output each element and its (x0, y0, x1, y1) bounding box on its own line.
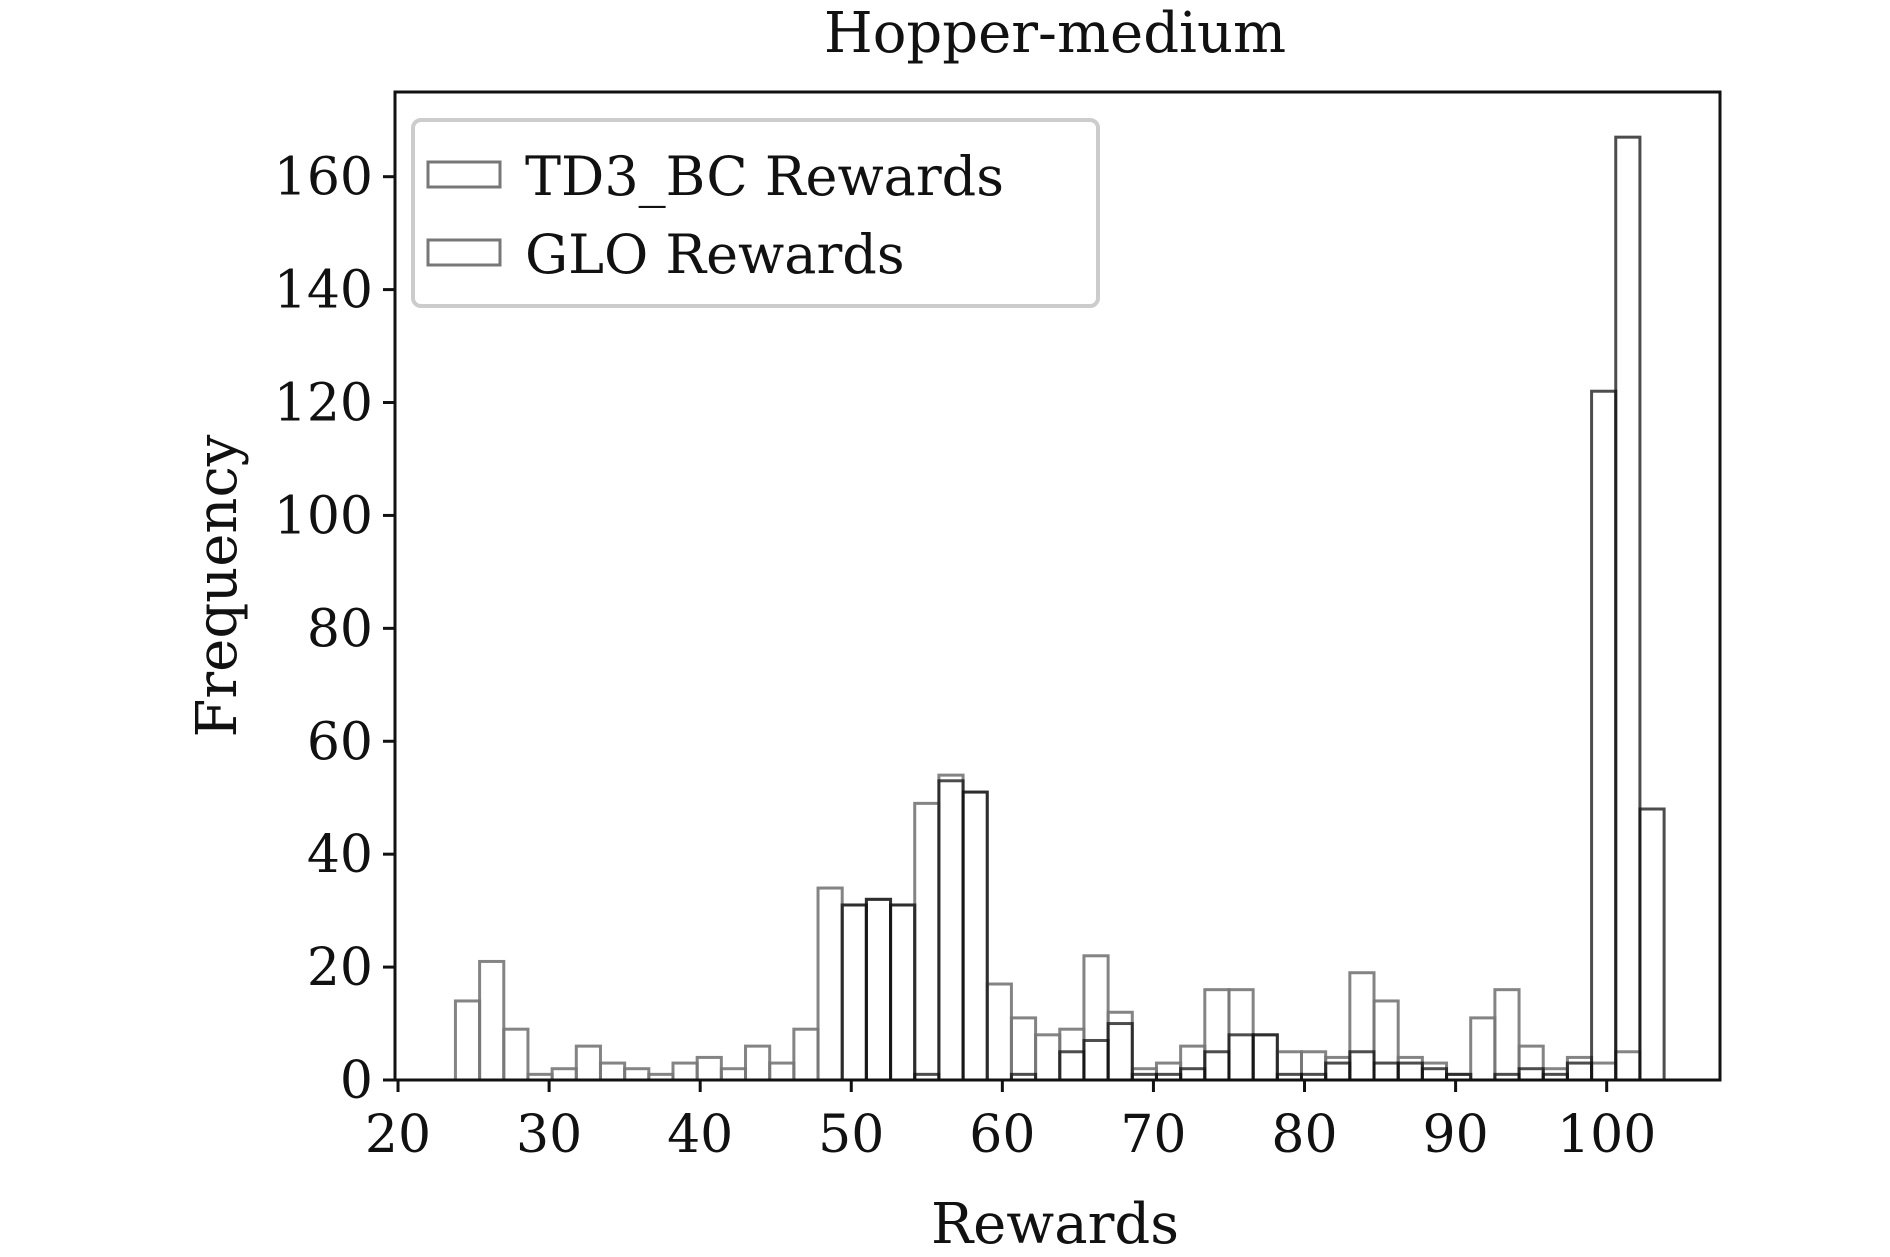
y-axis-label: Frequency (185, 434, 250, 737)
y-tick-label: 160 (274, 148, 373, 208)
y-tick-label: 80 (307, 599, 373, 659)
legend-swatch-glo (426, 238, 502, 267)
legend: TD3_BC Rewards GLO Rewards (411, 118, 1100, 308)
y-tick-label: 40 (307, 825, 373, 885)
y-axis-ticks: 0 20 40 60 80 100 120 140 160 (274, 148, 395, 1111)
y-tick-label: 100 (274, 486, 373, 546)
x-tick-label: 100 (1557, 1105, 1656, 1165)
legend-swatch-td3-bc (426, 160, 502, 189)
x-tick-label: 60 (969, 1105, 1035, 1165)
x-tick-label: 80 (1271, 1105, 1337, 1165)
x-tick-label: 20 (365, 1105, 431, 1165)
y-tick-label: 120 (274, 374, 373, 434)
y-tick-label: 20 (307, 938, 373, 998)
legend-label-td3-bc: TD3_BC Rewards (525, 145, 1004, 208)
x-axis-ticks: 20 30 40 50 60 70 80 90 100 (365, 1080, 1656, 1165)
y-tick-label: 0 (340, 1051, 373, 1111)
legend-label-glo: GLO Rewards (525, 223, 905, 286)
x-tick-label: 50 (818, 1105, 884, 1165)
x-tick-label: 40 (667, 1105, 733, 1165)
x-tick-label: 70 (1120, 1105, 1186, 1165)
y-tick-label: 140 (274, 261, 373, 321)
x-tick-label: 90 (1423, 1105, 1489, 1165)
x-tick-label: 30 (516, 1105, 582, 1165)
x-axis-label: Rewards (931, 1192, 1179, 1257)
legend-frame (411, 118, 1100, 308)
y-tick-label: 60 (307, 712, 373, 772)
chart-title: Hopper-medium (824, 1, 1286, 66)
plot-frame (393, 90, 1722, 1082)
